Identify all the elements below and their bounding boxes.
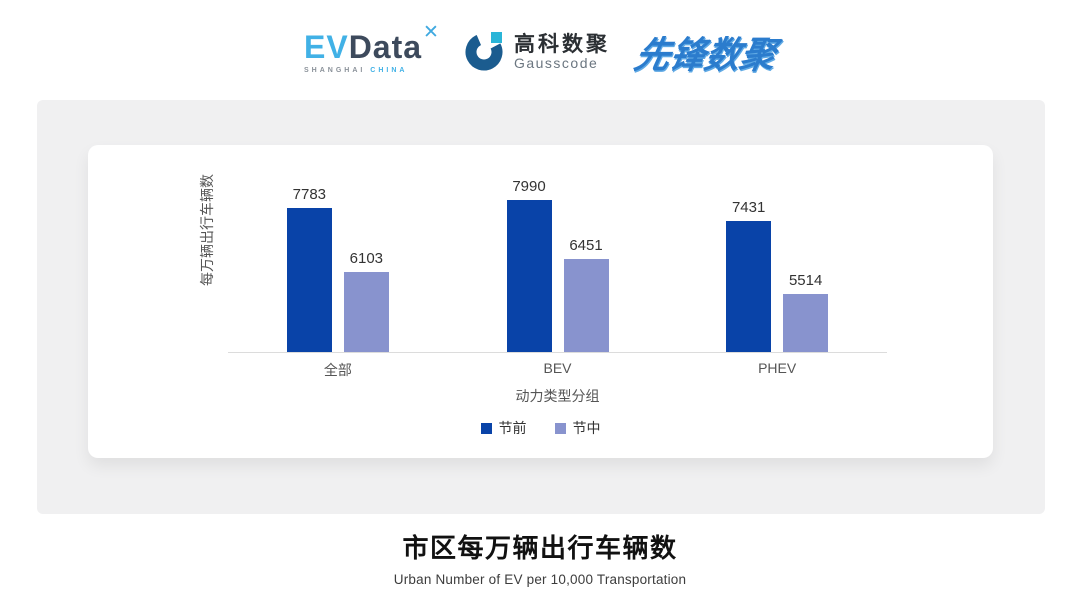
gausscode-cn-label: 高科数聚 (513, 32, 610, 56)
legend-item: 节前 (480, 418, 527, 438)
evdata-x-icon: ✕ (423, 21, 439, 43)
legend-swatch-icon (480, 422, 492, 434)
gausscode-text: 高科数聚 Gausscode (513, 32, 610, 71)
pioneer-logo: 先锋数聚 (630, 34, 780, 76)
evdata-tagline-shanghai: SHANGHAI (304, 66, 366, 74)
bar (343, 272, 389, 352)
bar-value-label: 7990 (512, 178, 546, 195)
bar (563, 259, 609, 352)
chart-legend: 节前 节中 (88, 418, 993, 438)
evdata-tagline: SHANGHAI CHINA (304, 67, 438, 74)
chart-panel: 每万辆出行车辆数 7783 6103 7990 6451 7431 5514 全部 BEV P… (37, 100, 1045, 514)
evdata-ev-text: EV (304, 28, 349, 65)
bar-value-label: 7783 (292, 186, 327, 203)
chart-card: 每万辆出行车辆数 7783 6103 7990 6451 7431 5514 全部 BEV P… (88, 145, 993, 458)
legend-item: 节中 (554, 418, 601, 438)
bar-value-label: 6451 (569, 237, 603, 254)
category-label: PHEV (758, 360, 797, 376)
x-axis-label: 动力类型分组 (515, 388, 600, 404)
logo-bar: EV Data ✕ SHANGHAI CHINA 高科数聚 Gausscode 先锋… (0, 16, 1080, 88)
chart-title: 市区每万辆出行车辆数 (402, 533, 678, 563)
evdata-tagline-china: CHINA (370, 66, 408, 74)
legend-label: 节前 (498, 420, 527, 436)
y-axis-label: 每万辆出行车辆数 (199, 174, 215, 286)
caption: 市区每万辆出行车辆数 Urban Number of EV per 10,000… (0, 528, 1080, 587)
evdata-logo: EV Data ✕ SHANGHAI CHINA (304, 23, 439, 74)
evdata-wordmark: EV Data ✕ (304, 23, 439, 65)
legend-swatch-icon (554, 422, 566, 434)
bar-value-label: 6103 (349, 250, 384, 267)
chart-subtitle: Urban Number of EV per 10,000 Transporta… (393, 572, 687, 587)
bar (783, 294, 829, 352)
plot-area: 7783 6103 7990 6451 7431 5514 (228, 178, 887, 353)
gausscode-en-label: Gausscode (513, 54, 599, 71)
bar-value-label: 5514 (788, 272, 823, 289)
category-label: BEV (543, 360, 572, 376)
category-label: 全部 (323, 362, 352, 378)
gausscode-icon (464, 29, 506, 76)
legend-label: 节中 (572, 420, 601, 436)
evdata-data-text: Data (348, 28, 423, 65)
gausscode-logo: 高科数聚 Gausscode (464, 29, 610, 76)
x-category-labels: 全部 BEV PHEV (228, 360, 887, 380)
bar (726, 221, 772, 352)
bar (286, 208, 332, 352)
bar-value-label: 7431 (731, 199, 766, 216)
bar (506, 200, 552, 352)
